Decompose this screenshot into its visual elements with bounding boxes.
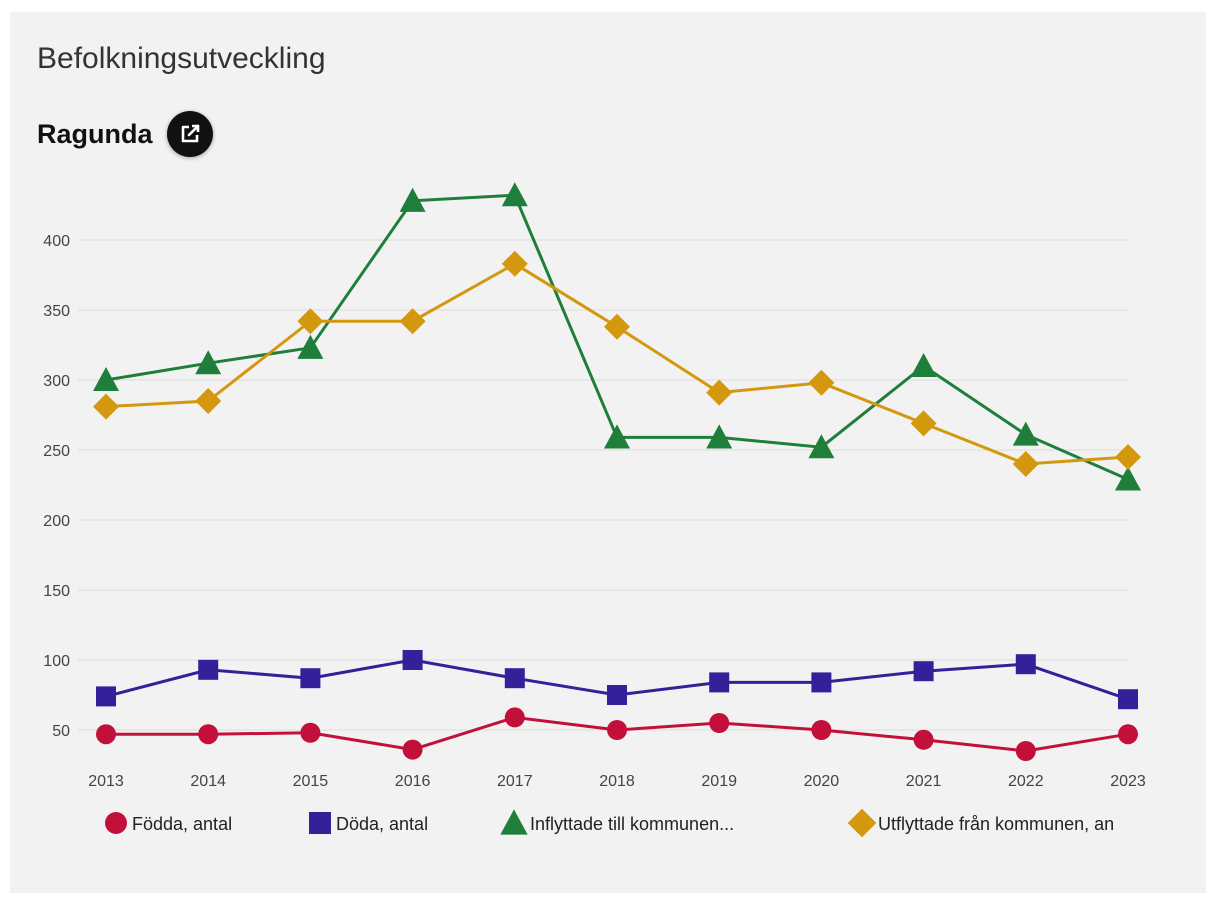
data-point-fodda (913, 729, 934, 750)
data-point-fodda (402, 739, 423, 760)
data-point-fodda (504, 707, 525, 728)
data-point-utflyttade (808, 369, 835, 396)
data-point-doda (300, 668, 321, 689)
data-point-fodda (1015, 741, 1036, 761)
legend-marker-doda (309, 812, 331, 834)
x-tick-label: 2022 (1008, 773, 1044, 790)
data-point-inflyttade (93, 367, 119, 392)
data-point-doda (607, 685, 627, 705)
data-point-doda (402, 650, 423, 670)
data-point-doda (504, 668, 525, 689)
legend-label-fodda: Födda, antal (132, 814, 232, 834)
y-tick-label: 350 (43, 303, 70, 320)
data-point-utflyttade (501, 250, 528, 277)
data-point-inflyttade (195, 350, 222, 375)
x-tick-label: 2019 (701, 773, 737, 790)
external-link-glyph (181, 124, 199, 143)
data-point-inflyttade (501, 182, 528, 207)
card-title: Befolkningsutveckling (37, 42, 326, 75)
region-header: Ragunda (37, 111, 213, 157)
x-tick-label: 2017 (497, 773, 533, 790)
legend-label-doda: Döda, antal (336, 814, 428, 834)
data-point-fodda (300, 722, 321, 743)
x-tick-label: 2020 (804, 773, 840, 790)
data-point-fodda (96, 724, 116, 745)
x-tick-label: 2018 (599, 773, 635, 790)
data-point-utflyttade (1115, 444, 1141, 470)
x-tick-label: 2014 (190, 773, 226, 790)
chart-card: Befolkningsutveckling Ragunda (10, 12, 1206, 893)
data-point-utflyttade (706, 379, 733, 406)
y-tick-label: 250 (43, 443, 70, 460)
data-point-utflyttade (93, 393, 119, 420)
y-tick-label: 50 (52, 723, 70, 740)
data-point-utflyttade (195, 388, 222, 414)
legend-label-utflyttade: Utflyttade från kommunen, an (878, 814, 1114, 834)
y-tick-label: 100 (43, 653, 70, 670)
y-tick-label: 300 (43, 373, 70, 390)
data-point-utflyttade (604, 313, 630, 340)
y-tick-label: 150 (43, 583, 70, 600)
data-point-fodda (709, 713, 730, 733)
x-tick-label: 2023 (1110, 773, 1146, 790)
data-point-fodda (607, 720, 627, 740)
data-point-fodda (811, 720, 832, 740)
x-tick-label: 2015 (293, 773, 329, 790)
data-point-fodda (1118, 724, 1138, 745)
y-tick-label: 400 (43, 233, 70, 250)
data-point-doda (811, 672, 832, 693)
legend-marker-inflyttade (500, 809, 528, 835)
data-point-doda (709, 672, 730, 693)
data-point-inflyttade (910, 353, 937, 378)
data-point-doda (913, 661, 934, 682)
data-point-utflyttade (399, 308, 426, 335)
data-point-inflyttade (1115, 466, 1141, 491)
data-point-doda (96, 686, 116, 707)
legend-marker-utflyttade (847, 808, 877, 838)
data-point-doda (198, 659, 219, 680)
x-tick-label: 2013 (88, 773, 124, 790)
region-name: Ragunda (37, 118, 153, 149)
legend-label-inflyttade: Inflyttade till kommunen... (530, 814, 734, 834)
x-tick-label: 2016 (395, 773, 431, 790)
y-tick-label: 200 (43, 513, 70, 530)
data-point-utflyttade (297, 308, 324, 335)
data-point-inflyttade (297, 334, 324, 359)
data-point-inflyttade (706, 424, 733, 449)
data-point-inflyttade (808, 434, 835, 459)
data-point-inflyttade (604, 424, 630, 449)
external-link-icon[interactable] (166, 111, 213, 157)
data-point-inflyttade (399, 187, 426, 212)
data-point-inflyttade (1012, 421, 1039, 446)
data-point-doda (1015, 654, 1036, 675)
data-point-fodda (198, 724, 219, 745)
x-tick-label: 2021 (906, 773, 942, 790)
data-point-doda (1118, 689, 1138, 710)
data-point-utflyttade (910, 410, 937, 437)
legend-marker-fodda (105, 812, 127, 834)
data-point-utflyttade (1012, 451, 1039, 477)
